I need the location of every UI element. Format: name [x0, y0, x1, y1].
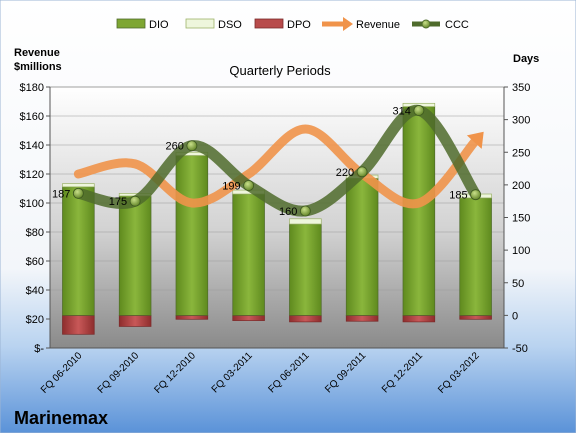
company-name: Marinemax — [14, 408, 108, 428]
dpo-bar — [345, 315, 379, 322]
ccc-point — [470, 189, 482, 201]
legend-item-ccc: CCC — [412, 19, 469, 31]
right-tick-label: 100 — [512, 245, 530, 257]
legend-label-revenue: Revenue — [356, 19, 400, 31]
dpo-bar — [118, 315, 152, 327]
legend-item-dpo: DPO — [254, 18, 311, 31]
left-tick-label: $180 — [20, 82, 44, 94]
right-tick-label: 150 — [512, 213, 530, 225]
right-tick-label: 300 — [512, 115, 530, 127]
dio-bar — [459, 197, 492, 316]
dio-bar — [289, 223, 322, 316]
ccc-data-label: 220 — [336, 167, 354, 179]
dso-bar — [62, 183, 95, 188]
dio-bar — [62, 186, 95, 316]
bars — [62, 102, 492, 335]
ccc-data-label: 160 — [279, 206, 297, 218]
ccc-point — [72, 187, 84, 199]
left-tick-label: $100 — [20, 198, 44, 210]
left-axis-title-line2: $millions — [14, 61, 62, 73]
legend-label-dio: DIO — [149, 19, 169, 31]
dio-bar — [345, 178, 379, 316]
left-tick-label: $140 — [20, 140, 44, 152]
revenue-line — [73, 124, 481, 209]
dpo-bar — [289, 315, 322, 323]
revenue-arrowhead — [466, 131, 484, 149]
dso-bar — [289, 218, 322, 225]
left-tick-label: $60 — [26, 256, 44, 268]
legend-item-revenue: Revenue — [322, 17, 400, 31]
left-tick-label: $120 — [20, 169, 44, 181]
right-axis-title: Days — [513, 53, 539, 65]
ccc-data-label: 314 — [393, 105, 411, 117]
ccc-data-label: 199 — [222, 181, 240, 193]
legend-item-dso: DSO — [185, 18, 242, 31]
dio-bar — [232, 193, 265, 316]
dpo-bar — [175, 315, 209, 320]
series-lines: 187 175 260 199 160 220 314 185 — [52, 104, 484, 218]
ccc-point — [186, 140, 198, 152]
legend-label-dpo: DPO — [287, 19, 311, 31]
ccc-point — [356, 166, 368, 178]
left-axis-title-line1: Revenue — [14, 47, 60, 59]
ccc-data-label: 260 — [166, 141, 184, 153]
dpo-bar — [232, 315, 265, 321]
left-tick-label: $160 — [20, 111, 44, 123]
right-axis-ticks: -50 0 50 100 150 200 250 300 350 — [504, 82, 530, 355]
ccc-point — [413, 105, 425, 116]
legend-label-dso: DSO — [218, 19, 242, 31]
right-tick-label: 0 — [512, 310, 518, 322]
ccc-point — [243, 180, 255, 191]
dpo-bar — [459, 315, 492, 320]
ccc-data-label: 175 — [109, 196, 127, 208]
left-tick-label: $80 — [26, 227, 44, 239]
dio-bar — [175, 155, 209, 316]
ccc-point — [299, 205, 311, 217]
dio-bar — [118, 195, 152, 316]
right-tick-label: 50 — [512, 278, 524, 290]
right-tick-label: -50 — [512, 343, 528, 355]
ccc-data-label: 185 — [449, 190, 467, 202]
ccc-point — [129, 195, 141, 207]
dpo-bar — [402, 315, 436, 323]
legend-label-ccc: CCC — [445, 19, 469, 31]
legend: DIO DSO DPO Revenue CCC — [116, 17, 469, 31]
right-tick-label: 200 — [512, 180, 530, 192]
dio-bar — [402, 106, 436, 316]
dpo-bar — [62, 315, 95, 335]
left-tick-label: $40 — [26, 285, 44, 297]
left-axis-ticks: $- $20 $40 $60 $80 $100 $120 $140 $160 $180 — [20, 82, 50, 355]
left-tick-label: $20 — [26, 314, 44, 326]
legend-item-dio: DIO — [116, 18, 169, 31]
ccc-data-label: 187 — [52, 188, 70, 200]
chart-title: Quarterly Periods — [229, 63, 331, 78]
right-tick-label: 350 — [512, 82, 530, 94]
right-tick-label: 250 — [512, 147, 530, 159]
left-tick-label: $- — [34, 343, 44, 355]
